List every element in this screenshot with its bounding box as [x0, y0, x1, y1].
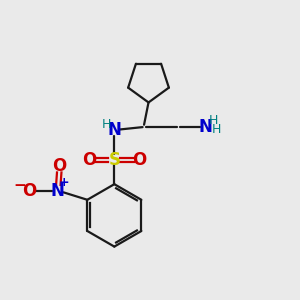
Text: N: N	[198, 118, 212, 136]
Text: H: H	[211, 123, 221, 136]
Text: S: S	[108, 151, 120, 169]
Text: O: O	[82, 151, 96, 169]
Text: +: +	[59, 176, 69, 189]
Text: H: H	[209, 114, 219, 127]
Text: O: O	[52, 158, 66, 175]
Text: N: N	[51, 182, 64, 200]
Text: H: H	[101, 118, 111, 130]
Text: O: O	[133, 151, 147, 169]
Text: O: O	[22, 182, 37, 200]
Text: N: N	[107, 121, 121, 139]
Text: −: −	[13, 178, 26, 193]
